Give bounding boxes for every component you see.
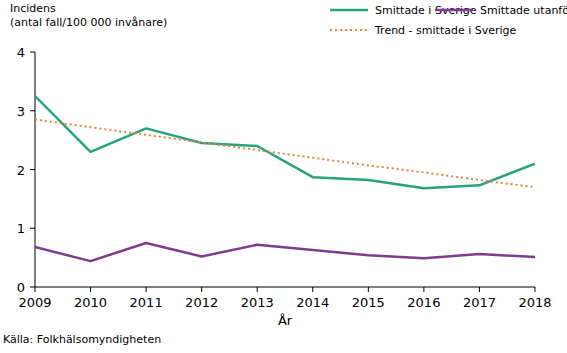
legend-swatch bbox=[330, 29, 368, 31]
x-tick-label: 2017 bbox=[463, 295, 496, 310]
legend-swatch bbox=[330, 9, 368, 12]
x-tick bbox=[146, 287, 147, 292]
chart: Incidens(antal fall/100 000 invånare) 0 1 2… bbox=[0, 0, 567, 353]
x-tick bbox=[201, 287, 202, 292]
x-tick-label: 2014 bbox=[296, 295, 329, 310]
y-tick-label: 2 bbox=[17, 163, 25, 178]
legend-label: Smittade utanför Sverige bbox=[480, 4, 567, 17]
series-line bbox=[35, 96, 535, 188]
x-tick bbox=[35, 287, 36, 292]
series-line bbox=[35, 243, 535, 261]
y-tick-label: 1 bbox=[17, 221, 25, 236]
legend-swatch bbox=[435, 9, 473, 12]
x-tick bbox=[479, 287, 480, 292]
x-tick-label: 2018 bbox=[518, 295, 551, 310]
x-tick bbox=[257, 287, 258, 292]
x-tick-label: 2012 bbox=[185, 295, 218, 310]
y-tick bbox=[30, 52, 35, 53]
source: Källa: Folkhälsomyndigheten bbox=[3, 333, 161, 346]
legend-label: Smittade i Sverige bbox=[375, 4, 477, 17]
x-tick-label: 2015 bbox=[352, 295, 385, 310]
x-tick bbox=[90, 287, 91, 292]
y-tick bbox=[30, 169, 35, 170]
y-tick-label: 0 bbox=[17, 280, 25, 295]
x-tick-label: 2013 bbox=[241, 295, 274, 310]
x-tick-label: 2009 bbox=[18, 295, 51, 310]
x-tick-label: 2011 bbox=[130, 295, 163, 310]
x-tick bbox=[423, 287, 424, 292]
y-tick-label: 4 bbox=[17, 45, 25, 60]
x-axis-line bbox=[35, 287, 535, 288]
x-tick bbox=[312, 287, 313, 292]
y-tick bbox=[30, 110, 35, 111]
x-tick bbox=[535, 287, 536, 292]
y-tick bbox=[30, 287, 35, 288]
x-tick-label: 2010 bbox=[74, 295, 107, 310]
legend-label: Trend - smittade i Sverige bbox=[374, 24, 517, 37]
y-tick bbox=[30, 228, 35, 229]
y-axis-label: Incidens bbox=[10, 2, 56, 15]
x-tick bbox=[368, 287, 369, 292]
series-line bbox=[35, 120, 535, 188]
y-axis-label: (antal fall/100 000 invånare) bbox=[10, 16, 167, 29]
x-axis-label: År bbox=[278, 313, 293, 328]
plot-area bbox=[35, 96, 535, 261]
y-tick-label: 3 bbox=[17, 104, 25, 119]
x-tick-label: 2016 bbox=[407, 295, 440, 310]
